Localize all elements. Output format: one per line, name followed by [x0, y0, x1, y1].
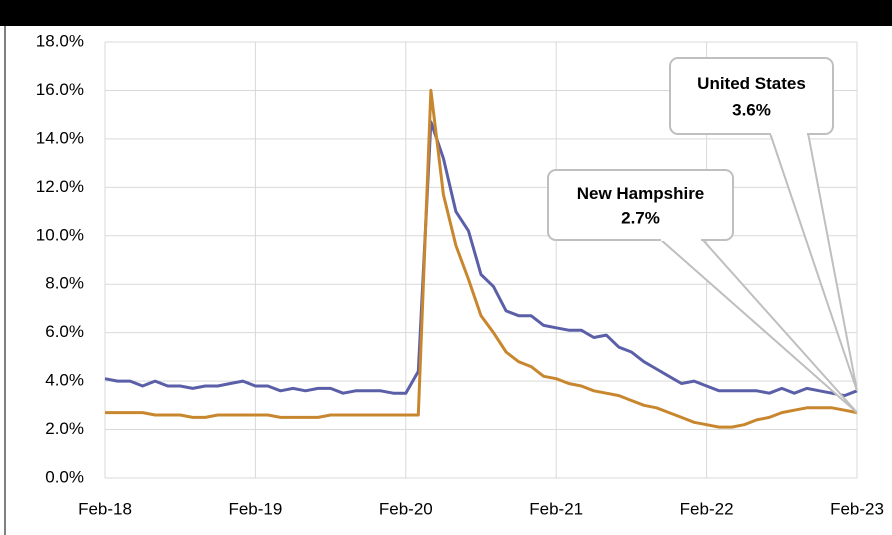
grid — [104, 41, 858, 479]
y-tick-label: 16.0% — [36, 80, 84, 99]
y-tick-label: 14.0% — [36, 128, 84, 147]
y-tick-label: 0.0% — [45, 467, 84, 486]
series-line — [104, 120, 858, 398]
x-tick-label: Feb-22 — [680, 499, 734, 518]
y-tick-label: 8.0% — [45, 274, 84, 293]
x-tick-label: Feb-19 — [228, 499, 282, 518]
y-tick-label: 6.0% — [45, 322, 84, 341]
series-line — [105, 88, 858, 429]
callout-gap — [771, 132, 807, 135]
y-tick-label: 4.0% — [45, 371, 84, 390]
callout-box — [669, 57, 834, 135]
callouts: United States 3.6% New Hampshire 2.7% — [547, 57, 858, 414]
y-tick-label: 10.0% — [36, 225, 84, 244]
y-tick-label: 2.0% — [45, 419, 84, 438]
y-tick-label: 18.0% — [36, 31, 84, 50]
x-tick-label: Feb-18 — [78, 499, 132, 518]
callout-pointer — [768, 132, 858, 392]
lines — [104, 88, 858, 429]
callout-value: 2.7% — [621, 208, 660, 227]
y-tick-label: 12.0% — [36, 177, 84, 196]
labels: 0.0% 2.0% 4.0% 6.0% 8.0% 10.0% 12.0% 14.0% 16.0%… — [36, 31, 884, 518]
x-tick-label: Feb-20 — [379, 499, 433, 518]
callout-name: United States — [697, 74, 806, 93]
callout-value: 3.6% — [732, 101, 771, 120]
callout-box — [547, 169, 734, 241]
callout-gap — [661, 238, 701, 241]
callout-name: New Hampshire — [577, 184, 705, 203]
header-bar — [0, 0, 892, 26]
x-tick-label: Feb-21 — [529, 499, 583, 518]
x-tick-label: Feb-23 — [830, 499, 884, 518]
